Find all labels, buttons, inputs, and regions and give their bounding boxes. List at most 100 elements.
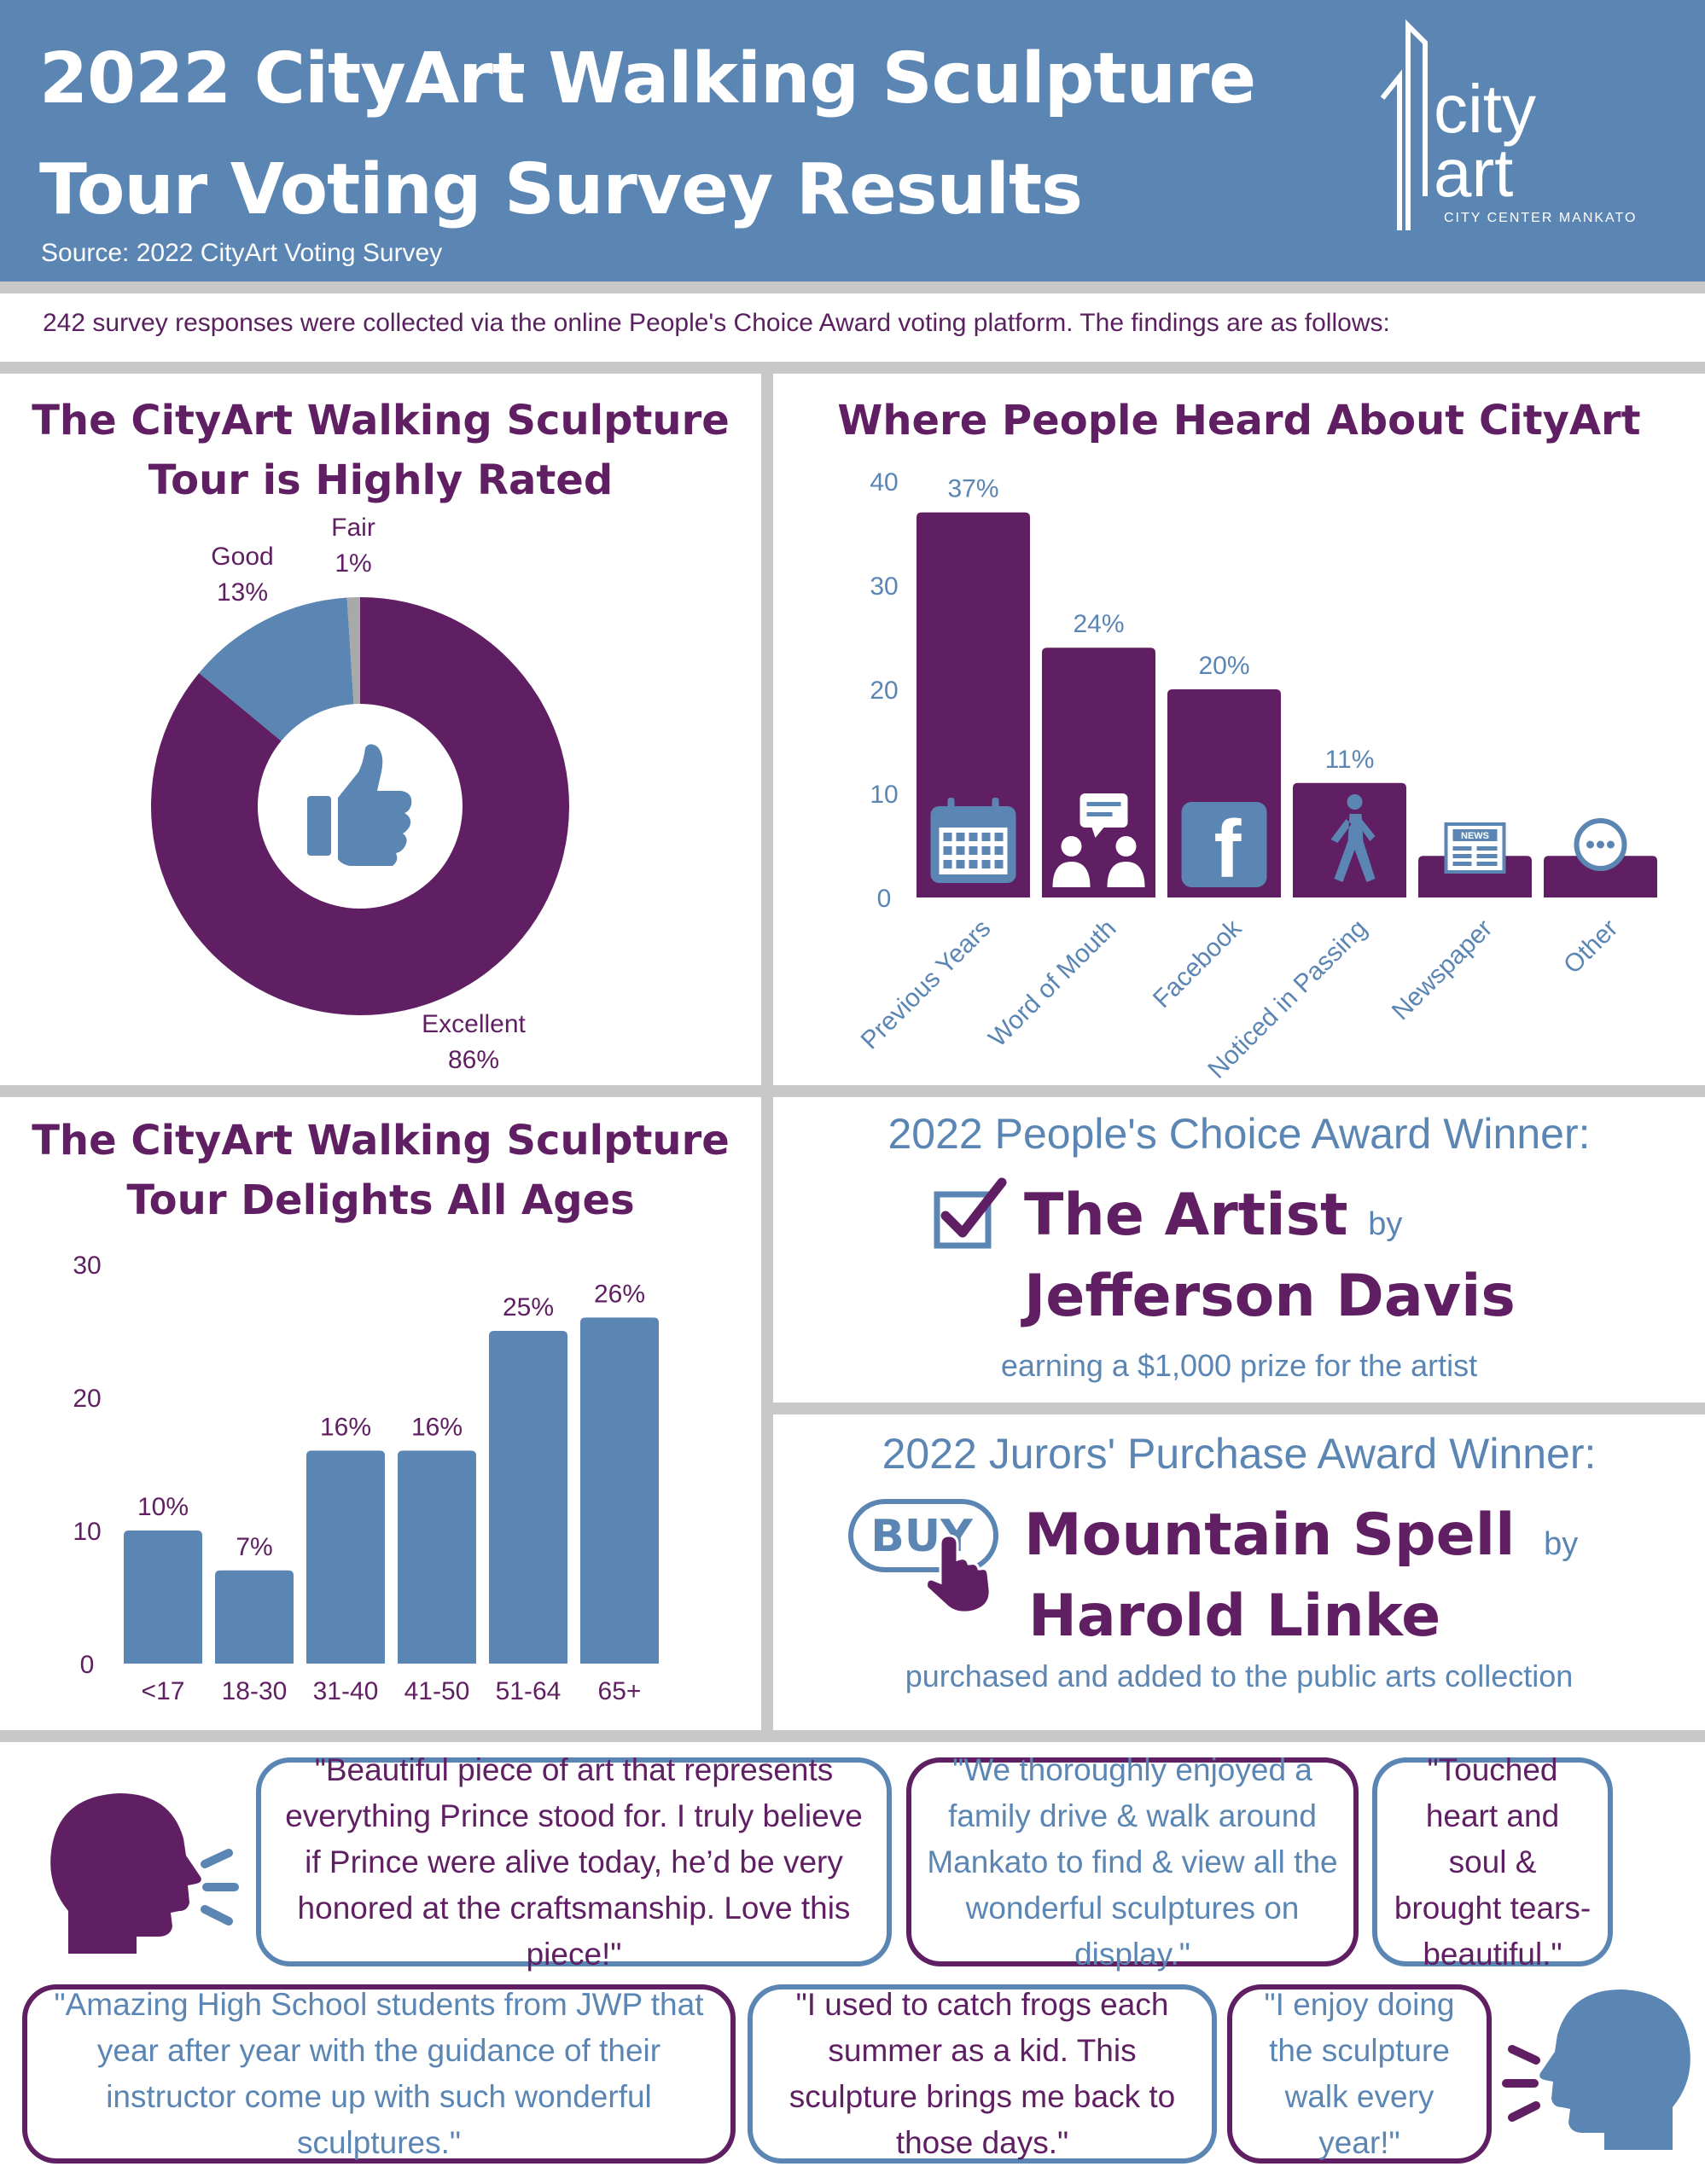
newspaper-line: [1452, 862, 1472, 866]
data-label-31-40: 16%: [320, 1413, 371, 1441]
data-label-word-of-mouth: 24%: [1073, 610, 1124, 638]
rating-donut-chart: Excellent 86% Good 13% Fair 1%: [150, 514, 569, 1074]
walker-head: [1347, 794, 1363, 810]
calendar-day: [994, 846, 1004, 855]
walking-person-icon: [1330, 794, 1376, 882]
y-tick-label: 10: [870, 781, 898, 809]
newspaper-masthead-text: NEWS: [1461, 831, 1489, 841]
by-label: by: [1368, 1206, 1403, 1242]
calendar-ring: [947, 798, 955, 815]
y-tick-label: 20: [870, 677, 898, 705]
peoples-choice-artist: Jefferson Davis: [1024, 1263, 1516, 1330]
newspaper-line: [1452, 846, 1472, 851]
peoples-choice-winner: The Artist by: [1024, 1182, 1402, 1249]
newspaper-line: [1476, 862, 1498, 866]
checkbox-icon: [934, 1177, 1007, 1249]
y-tick-label: 40: [870, 468, 898, 497]
donut-slice-fair: [346, 597, 360, 705]
peoples-choice-note: earning a $1,000 prize for the artist: [1000, 1348, 1478, 1383]
jurors-sculpture: Mountain Spell: [1024, 1502, 1516, 1569]
calendar-day: [981, 846, 991, 855]
by-label: by: [1544, 1526, 1579, 1562]
person-body: [1107, 862, 1145, 887]
quote-card: "Amazing High School students from JWP t…: [22, 1984, 736, 2164]
bar-51-64: [489, 1331, 567, 1664]
data-label-previous-years: 37%: [947, 475, 998, 503]
newspaper-line: [1476, 854, 1498, 858]
x-tick-label-17: <17: [142, 1677, 185, 1705]
donut-slice-good: [199, 597, 354, 741]
ages-title: The CityArt Walking Sculpture Tour Delig…: [0, 1111, 761, 1230]
rating-title: The CityArt Walking Sculpture Tour is Hi…: [0, 391, 761, 510]
jurors-note: purchased and added to the public arts c…: [905, 1658, 1574, 1693]
bar-17: [124, 1531, 202, 1664]
speaking-head-icon: [50, 1793, 239, 1954]
y-tick-label: 20: [73, 1385, 101, 1413]
jurors-artist: Harold Linke: [1028, 1583, 1441, 1650]
calendar-day: [994, 833, 1004, 841]
more-dot: [1586, 840, 1594, 849]
y-tick-label: 30: [73, 1252, 101, 1280]
data-label-noticed-in-passing: 11%: [1325, 746, 1375, 774]
logo-subtitle: CITY CENTER MANKATO: [1444, 211, 1637, 225]
more-dots-icon: [1574, 818, 1627, 871]
slice-label-good: Good: [211, 543, 273, 571]
calendar-day: [956, 860, 965, 868]
calendar-day: [956, 833, 965, 841]
donut-slice-excellent: [150, 597, 569, 1015]
x-tick-label-facebook: Facebook: [1148, 914, 1248, 1014]
x-tick-label-65: 65+: [598, 1677, 642, 1705]
calendar-day: [981, 860, 991, 868]
sources-title: Where People Heard About CityArt: [837, 397, 1641, 444]
calendar-ring: [992, 798, 999, 815]
y-tick-label: 0: [80, 1651, 95, 1679]
x-tick-label-31-40: 31-40: [313, 1677, 379, 1705]
bar-31-40: [306, 1450, 385, 1664]
title-line-1: 2022 CityArt Walking Sculpture: [39, 38, 1256, 119]
more-dot: [1597, 840, 1604, 849]
quote-card: "We thoroughly enjoyed a family drive & …: [906, 1752, 1359, 1972]
thumbs-up-icon: [307, 744, 412, 866]
peoples-choice-sculpture: The Artist: [1024, 1182, 1348, 1249]
speech-tail: [1091, 828, 1104, 838]
facebook-glyph: f: [1214, 804, 1242, 895]
speaking-head-icon: [1502, 1989, 1690, 2150]
data-label-18-30: 7%: [236, 1533, 272, 1561]
slice-label-fair: Fair: [331, 514, 375, 542]
y-tick-label: 10: [73, 1518, 101, 1546]
newspaper-line: [1476, 846, 1498, 851]
calendar-day: [943, 833, 952, 841]
buy-hand-icon: BUY: [848, 1499, 998, 1614]
logo-word-art: art: [1434, 135, 1513, 211]
bar-65: [580, 1317, 659, 1664]
quote-card: "I enjoy doing the sculpture walk every …: [1227, 1984, 1492, 2164]
people-talking-icon: [1052, 793, 1145, 887]
person-head: [1061, 836, 1082, 857]
peoples-choice-heading: 2022 People's Choice Award Winner:: [887, 1110, 1591, 1158]
calendar-day: [943, 846, 952, 855]
divider: [773, 1403, 1705, 1414]
newspaper-icon: NEWS: [1444, 822, 1506, 874]
bar-previous-years: [917, 512, 1030, 897]
person-body: [1052, 862, 1091, 887]
logo-building-icon: [1380, 19, 1428, 230]
divider: [0, 362, 1705, 374]
divider: [0, 282, 1705, 293]
x-tick-label-51-64: 51-64: [496, 1677, 562, 1705]
jurors-winner: Mountain Spell by: [1024, 1502, 1578, 1569]
quote-card: "Beautiful piece of art that represents …: [256, 1752, 892, 1972]
x-tick-label-18-30: 18-30: [222, 1677, 288, 1705]
speech-line: [1086, 812, 1113, 816]
x-tick-label-previous-years: Previous Years: [856, 915, 997, 1055]
newspaper-masthead: [1452, 829, 1498, 841]
header-banner: [0, 0, 1705, 282]
facebook-square: [1181, 802, 1267, 887]
calendar-day: [969, 846, 978, 855]
ages-title-line-2: Tour Delights All Ages: [126, 1176, 635, 1224]
rating-title-line-2: Tour is Highly Rated: [148, 456, 614, 504]
sources-bar-chart: 0 10 20 30 40 37% Previous Years 24% Word of Mou…: [856, 468, 1657, 1083]
quote-card: "Touched heart and soul & brought tears-…: [1372, 1752, 1613, 1972]
bar-other: [1544, 856, 1657, 897]
data-label-51-64: 25%: [503, 1293, 554, 1321]
rating-title-line-1: The CityArt Walking Sculpture: [32, 397, 730, 444]
